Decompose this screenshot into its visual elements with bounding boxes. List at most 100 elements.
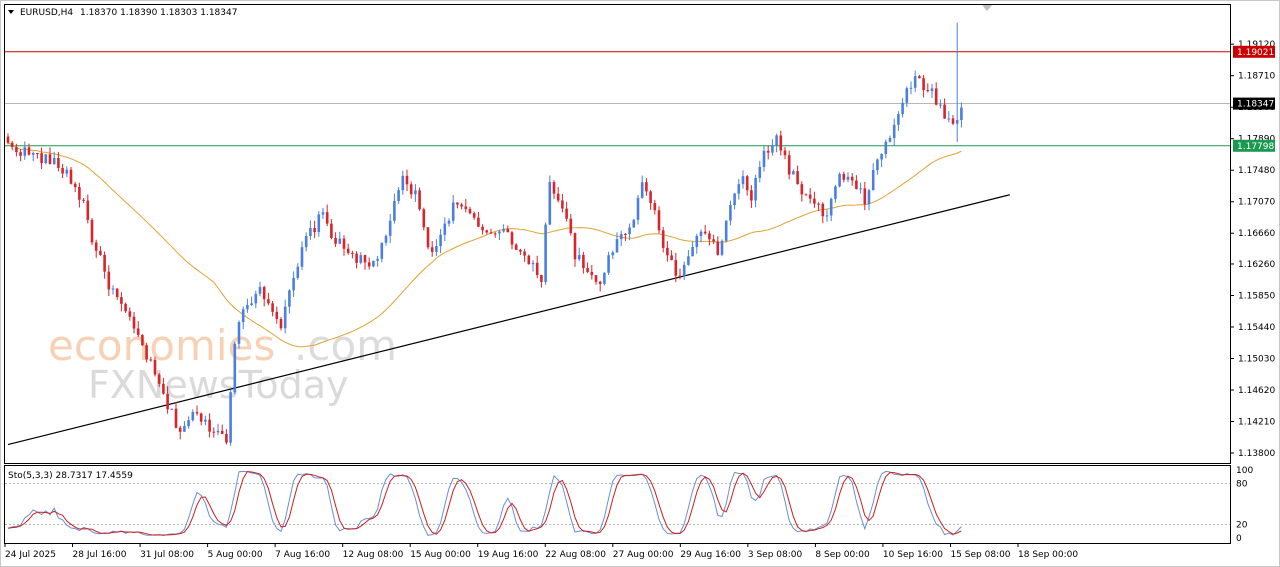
time-tick-label: 10 Sep 16:00: [883, 550, 943, 560]
candle-body: [775, 135, 778, 146]
symbol-menu-arrow-icon[interactable]: [8, 10, 14, 14]
candle-body: [267, 299, 270, 304]
price-tick-label: 1.14210: [1238, 418, 1275, 428]
stochastic-level-label: 0: [1236, 534, 1242, 544]
candle-body: [821, 203, 825, 217]
candle-body: [556, 193, 560, 201]
candle-body: [590, 271, 594, 276]
candle-body: [27, 147, 31, 155]
candle-body: [922, 78, 925, 91]
candle-body: [279, 319, 283, 329]
candle-body: [481, 226, 484, 231]
candle-body: [321, 212, 325, 215]
candle-body: [288, 290, 291, 307]
price-tick-label: 1.15440: [1238, 323, 1275, 333]
candle-body: [36, 152, 39, 154]
candle-body: [766, 150, 770, 153]
candle-body: [758, 166, 762, 178]
candle-body: [750, 190, 753, 201]
stochastic-pane-border: [4, 465, 1231, 544]
price-tick-label: 1.15850: [1238, 291, 1275, 301]
candle-body: [204, 419, 207, 422]
candle-body: [111, 288, 115, 290]
time-tick-label: 29 Aug 16:00: [680, 550, 741, 560]
candle-body: [258, 287, 262, 294]
candle-body: [871, 170, 875, 191]
trendline-layer[interactable]: [7, 194, 1010, 446]
candle-body: [540, 274, 543, 282]
price-tag-bg-0: [1233, 45, 1275, 58]
candle-body: [565, 208, 568, 219]
candle-body: [548, 182, 552, 225]
candle-body: [729, 205, 732, 221]
candle-body: [573, 233, 577, 260]
candle-body: [708, 233, 711, 240]
time-tick-label: 12 Aug 08:00: [343, 550, 404, 560]
candle-body: [99, 250, 102, 255]
candle-body: [535, 262, 539, 275]
candle-body: [867, 190, 871, 205]
candle-body: [334, 237, 337, 244]
candle-body: [166, 393, 169, 410]
candle-body: [216, 430, 220, 433]
candle-body: [447, 220, 451, 224]
candle-body: [178, 427, 182, 432]
candle-body: [850, 176, 854, 181]
stochastic-lines: [5, 470, 1230, 537]
candle-body: [695, 236, 699, 248]
candle-body: [792, 171, 795, 175]
candle-body: [666, 247, 669, 256]
candle-body: [561, 200, 564, 209]
candle-body: [514, 244, 518, 250]
candle-body: [657, 210, 661, 231]
candle-body: [195, 412, 199, 414]
candle-body: [519, 249, 522, 252]
candle-body: [489, 232, 493, 234]
price-tick-label: 1.15030: [1238, 354, 1275, 364]
candle-body: [951, 118, 955, 124]
candle-body: [283, 306, 287, 329]
candle-body: [44, 154, 48, 164]
stochastic-level-label: 100: [1236, 466, 1253, 476]
chart-shift-marker-icon[interactable]: [982, 5, 992, 11]
candle-body: [401, 175, 405, 191]
candle-body: [863, 188, 867, 205]
candle-body: [435, 246, 438, 252]
candle-body: [317, 214, 321, 233]
moving-average-line: [7, 142, 962, 348]
candle-body: [603, 272, 606, 284]
support-trendline[interactable]: [7, 194, 1010, 446]
price-tick-label: 1.18710: [1238, 72, 1275, 82]
price-tick-label: 1.17890: [1238, 135, 1275, 145]
candle-body: [682, 264, 686, 277]
price-tag-bg-2: [1233, 139, 1275, 152]
candle-body: [796, 171, 799, 185]
price-tick-label: 1.14620: [1238, 386, 1275, 396]
candle-body: [464, 206, 468, 210]
candle-body: [107, 271, 111, 290]
candle-body: [384, 235, 388, 243]
candle-body: [65, 169, 69, 174]
candle-body: [598, 281, 602, 284]
candle-body: [225, 434, 228, 443]
candle-body: [787, 155, 791, 175]
time-tick-label: 3 Sep 08:00: [748, 550, 803, 560]
candle-body: [670, 255, 673, 261]
watermark: economies .com FXNewsToday: [48, 321, 397, 407]
candle-body: [897, 114, 900, 125]
time-tick-label: 15 Aug 00:00: [410, 550, 471, 560]
candle-body: [10, 142, 14, 148]
axes: 1.191201.187101.183001.178901.174801.170…: [4, 40, 1275, 560]
candle-body: [577, 254, 581, 260]
candle-body: [813, 198, 816, 204]
candle-body: [846, 176, 850, 180]
price-tag-label-0: 1.19021: [1237, 48, 1274, 58]
candle-body: [6, 136, 10, 143]
candle-body: [527, 255, 531, 265]
candle-body: [712, 239, 715, 242]
candle-body: [120, 297, 123, 304]
time-tick-label: 31 Jul 08:00: [140, 550, 194, 560]
candle-body: [363, 255, 367, 263]
